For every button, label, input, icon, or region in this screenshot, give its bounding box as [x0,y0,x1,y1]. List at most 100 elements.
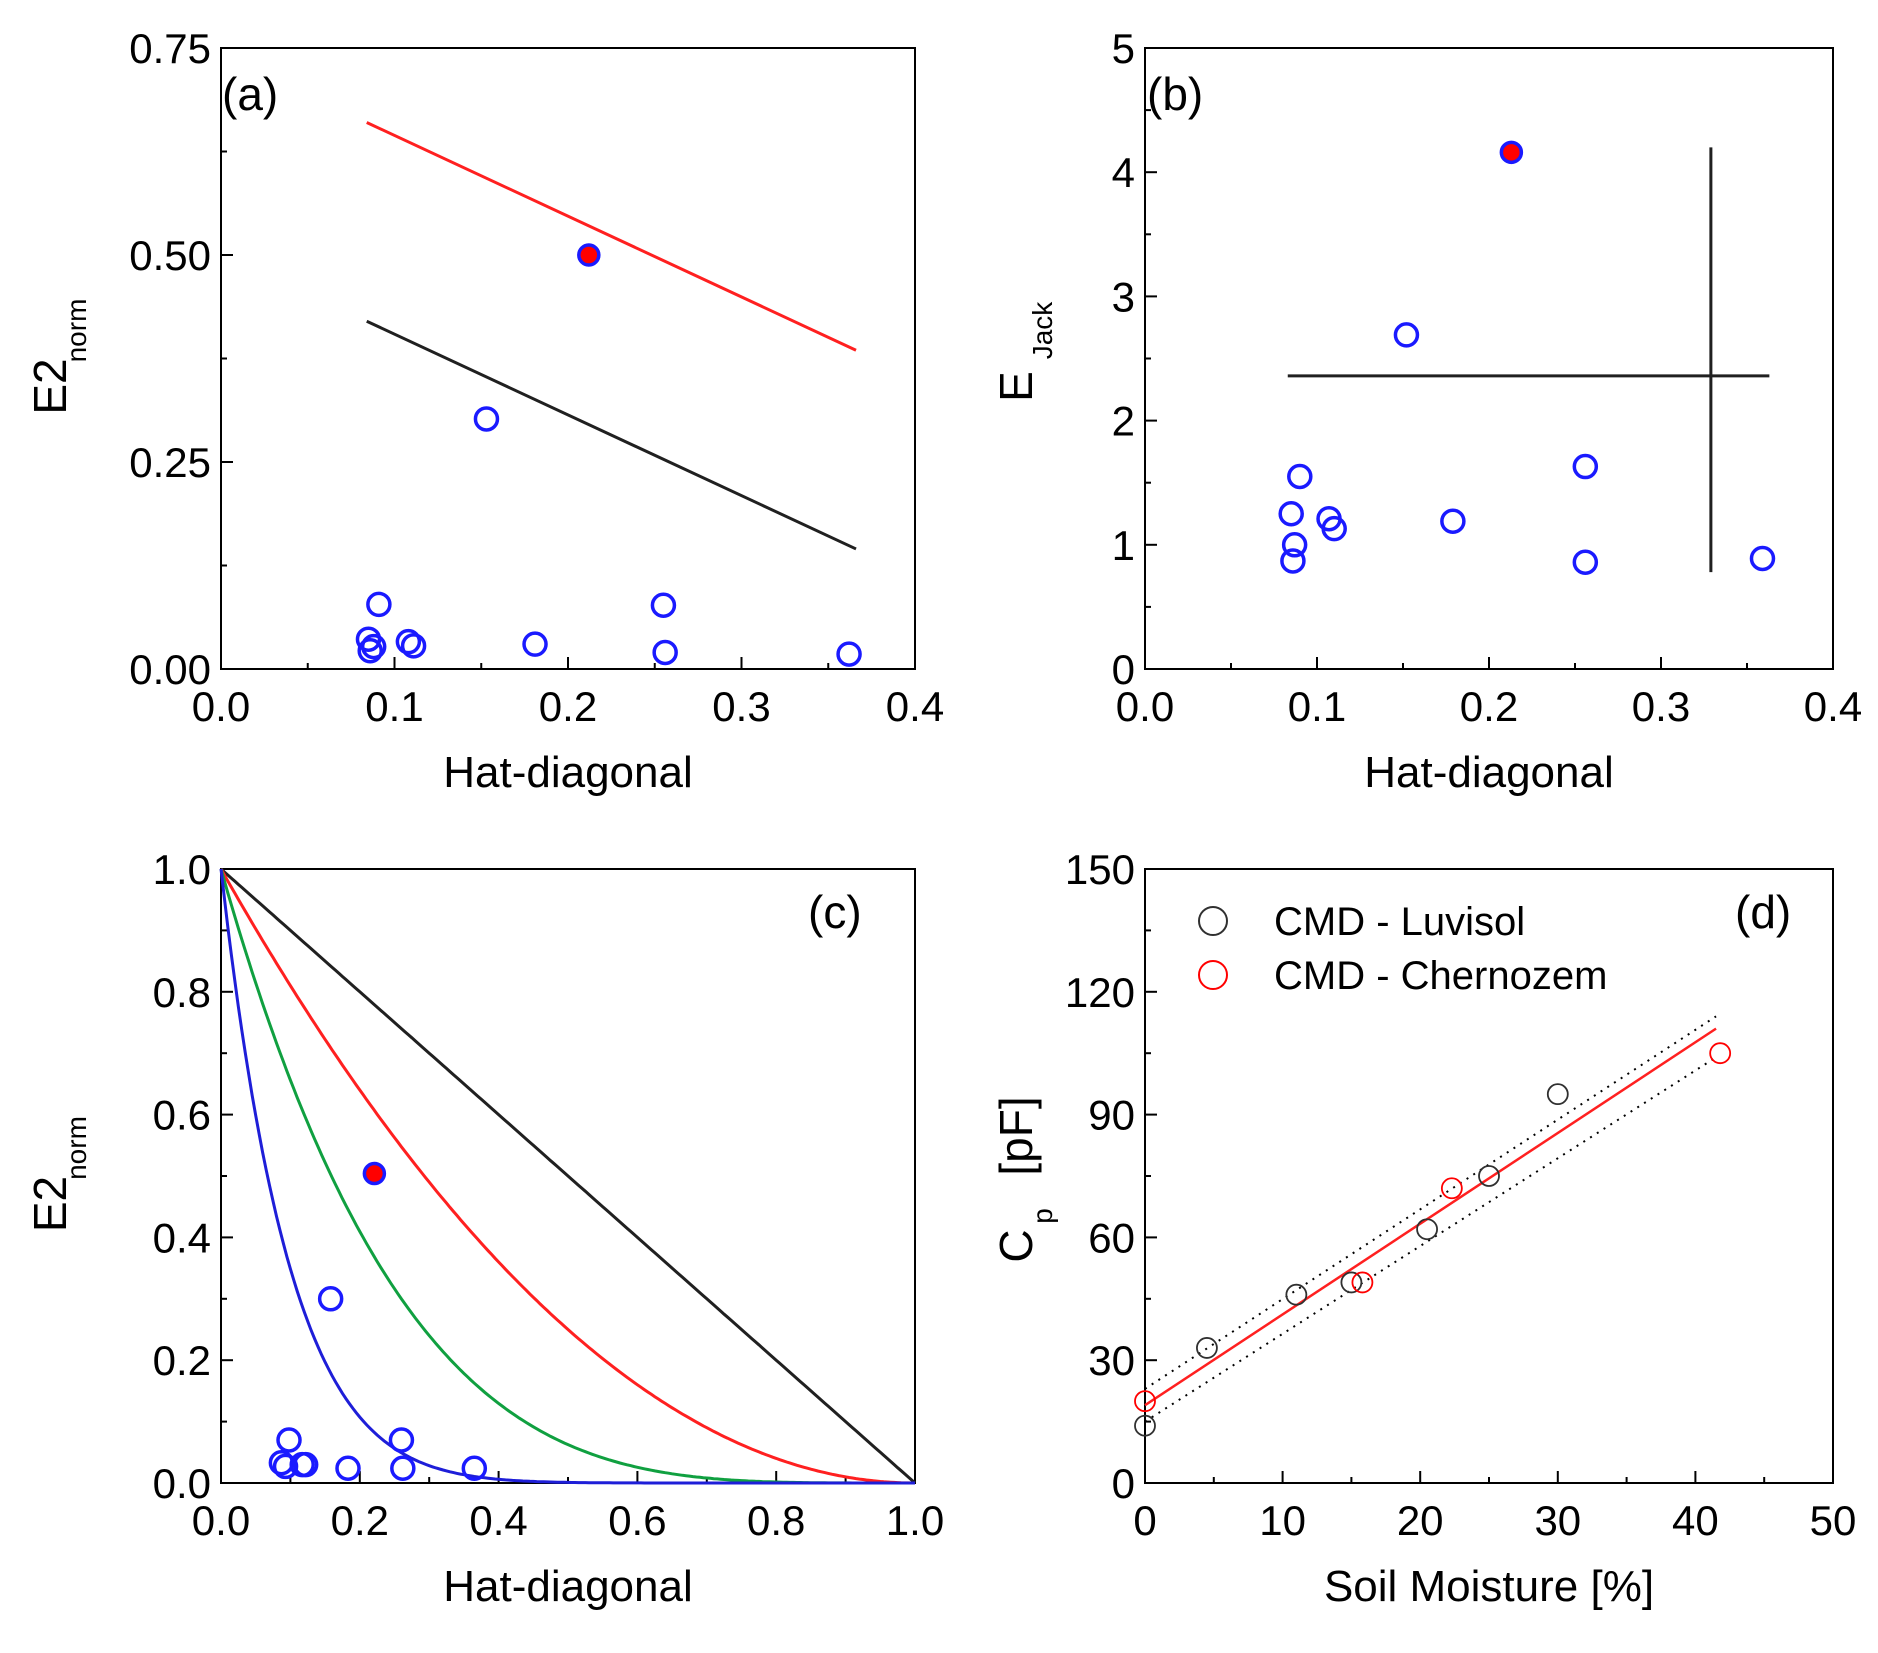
threshold-curve [219,868,915,1485]
y-tick-label: 0.50 [129,232,211,279]
y-axis-label-main: E [990,371,1042,402]
y-tick-label: 0.75 [129,25,211,72]
reference-line [366,319,857,551]
data-point [400,633,427,659]
data-point [473,406,500,432]
data-point [1393,322,1420,348]
data-point-chernozem [1440,1177,1463,1200]
x-tick-label: 0.6 [608,1497,666,1544]
data-point [1281,532,1308,558]
x-tick-label: 0.0 [192,683,250,730]
data-point-chernozem [1709,1042,1732,1065]
legend-marker [1198,960,1228,990]
data-point [395,628,422,655]
data-point [388,1427,415,1453]
data-point [276,1427,302,1453]
x-tick-label: 0.0 [1116,683,1174,730]
y-tick-label: 0.2 [153,1337,211,1384]
x-axis-label: Hat-diagonal [443,748,693,797]
threshold-curve [220,867,916,1485]
y-tick-label: 60 [1088,1214,1135,1261]
data-point [650,592,677,618]
outlier-point [1499,140,1524,165]
data-point-luvisol [1340,1271,1363,1294]
legend-label: CMD - Luvisol [1274,900,1525,944]
panel-b: 0.0 0.1 0.2 0.3 0.4 0 1 2 3 4 5 Hat-diagonal E Jack (b… [990,25,1862,797]
y-tick-label: 5 [1112,25,1135,72]
data-point [1572,453,1599,480]
x-tick-label: 1.0 [886,1497,944,1544]
data-point [292,1451,319,1478]
x-tick-label: 30 [1534,1497,1581,1544]
y-axis-label-main: E2 [24,358,76,414]
x-tick-label: 0.2 [331,1497,389,1544]
y-tick-label: 1.0 [153,846,211,893]
outlier-point [362,1161,387,1186]
legend-label: CMD - Chernozem [1274,954,1607,998]
x-tick-label: 50 [1810,1497,1857,1544]
data-point-luvisol [1196,1337,1218,1359]
y-tick-label: 90 [1088,1092,1135,1139]
panel-label: (a) [222,68,278,120]
y-axis-label-sub: p [1027,1208,1058,1224]
y-tick-label: 3 [1112,273,1135,320]
outlier-point [577,243,601,267]
y-tick-label: 0.4 [153,1214,211,1261]
x-tick-label: 0.3 [1632,683,1690,730]
x-tick-label: 0.2 [539,683,597,730]
data-point [335,1455,361,1482]
y-axis-label: E Jack [990,301,1058,402]
confidence-band-lower [1144,1056,1717,1423]
data-point [1749,545,1776,572]
y-tick-label: 0.6 [153,1092,211,1139]
panel-label: (d) [1735,886,1791,938]
y-tick-label: 0 [1112,646,1135,693]
x-tick-label: 0.4 [1804,683,1862,730]
y-axis-label-sub: norm [61,299,92,363]
y-tick-label: 0.25 [129,439,211,486]
x-tick-label: 0.4 [886,683,944,730]
panel-d: 0 10 20 30 40 50 0 30 60 90 120 150 Soil Moisture [%… [990,846,1856,1611]
data-point-chernozem [1134,1390,1156,1413]
panel-c: 0.0 0.2 0.4 0.6 0.8 1.0 0.0 0.2 0.4 0.6 0.8 1.0 Hat-… [24,846,944,1611]
y-tick-label: 0.0 [153,1460,211,1507]
y-tick-label: 0 [1112,1460,1135,1507]
x-tick-label: 0.1 [1288,683,1346,730]
x-tick-label: 0 [1133,1497,1156,1544]
data-point-chernozem [1351,1271,1374,1294]
legend-marker [1198,906,1228,936]
data-point [1278,501,1304,527]
data-point [1287,463,1313,490]
plot-frame [1144,47,1834,670]
panel-a: 0.0 0.1 0.2 0.3 0.4 0.00 0.25 0.50 0.75 Hat-diago… [24,25,944,797]
x-tick-label: 0.4 [469,1497,527,1544]
y-tick-label: 30 [1088,1337,1135,1384]
fit-line [1144,1027,1717,1407]
data-point-luvisol [1416,1218,1438,1241]
reference-line [366,121,857,352]
y-tick-label: 4 [1112,149,1135,196]
x-tick-label: 0.0 [192,1497,250,1544]
data-point [1440,508,1466,534]
x-axis-label: Hat-diagonal [443,1562,693,1611]
y-tick-label: 1 [1112,522,1135,569]
x-axis-label: Soil Moisture [%] [1324,1562,1654,1611]
threshold-curve [219,868,915,1485]
data-point-luvisol [1285,1283,1308,1306]
data-point [461,1455,488,1482]
y-axis-label-main: C [990,1229,1042,1262]
y-axis-label-main: E2 [24,1176,76,1232]
y-axis-label-unit: [pF] [990,1096,1042,1175]
y-tick-label: 0.8 [153,969,211,1016]
data-point [357,638,383,664]
data-point-luvisol [1546,1083,1569,1106]
x-tick-label: 0.2 [1460,683,1518,730]
x-tick-label: 0.1 [365,683,423,730]
x-tick-label: 20 [1397,1497,1444,1544]
panel-label: (c) [808,886,862,938]
data-point [836,641,862,667]
panel-label: (b) [1147,68,1203,120]
plot-frame [220,47,916,670]
